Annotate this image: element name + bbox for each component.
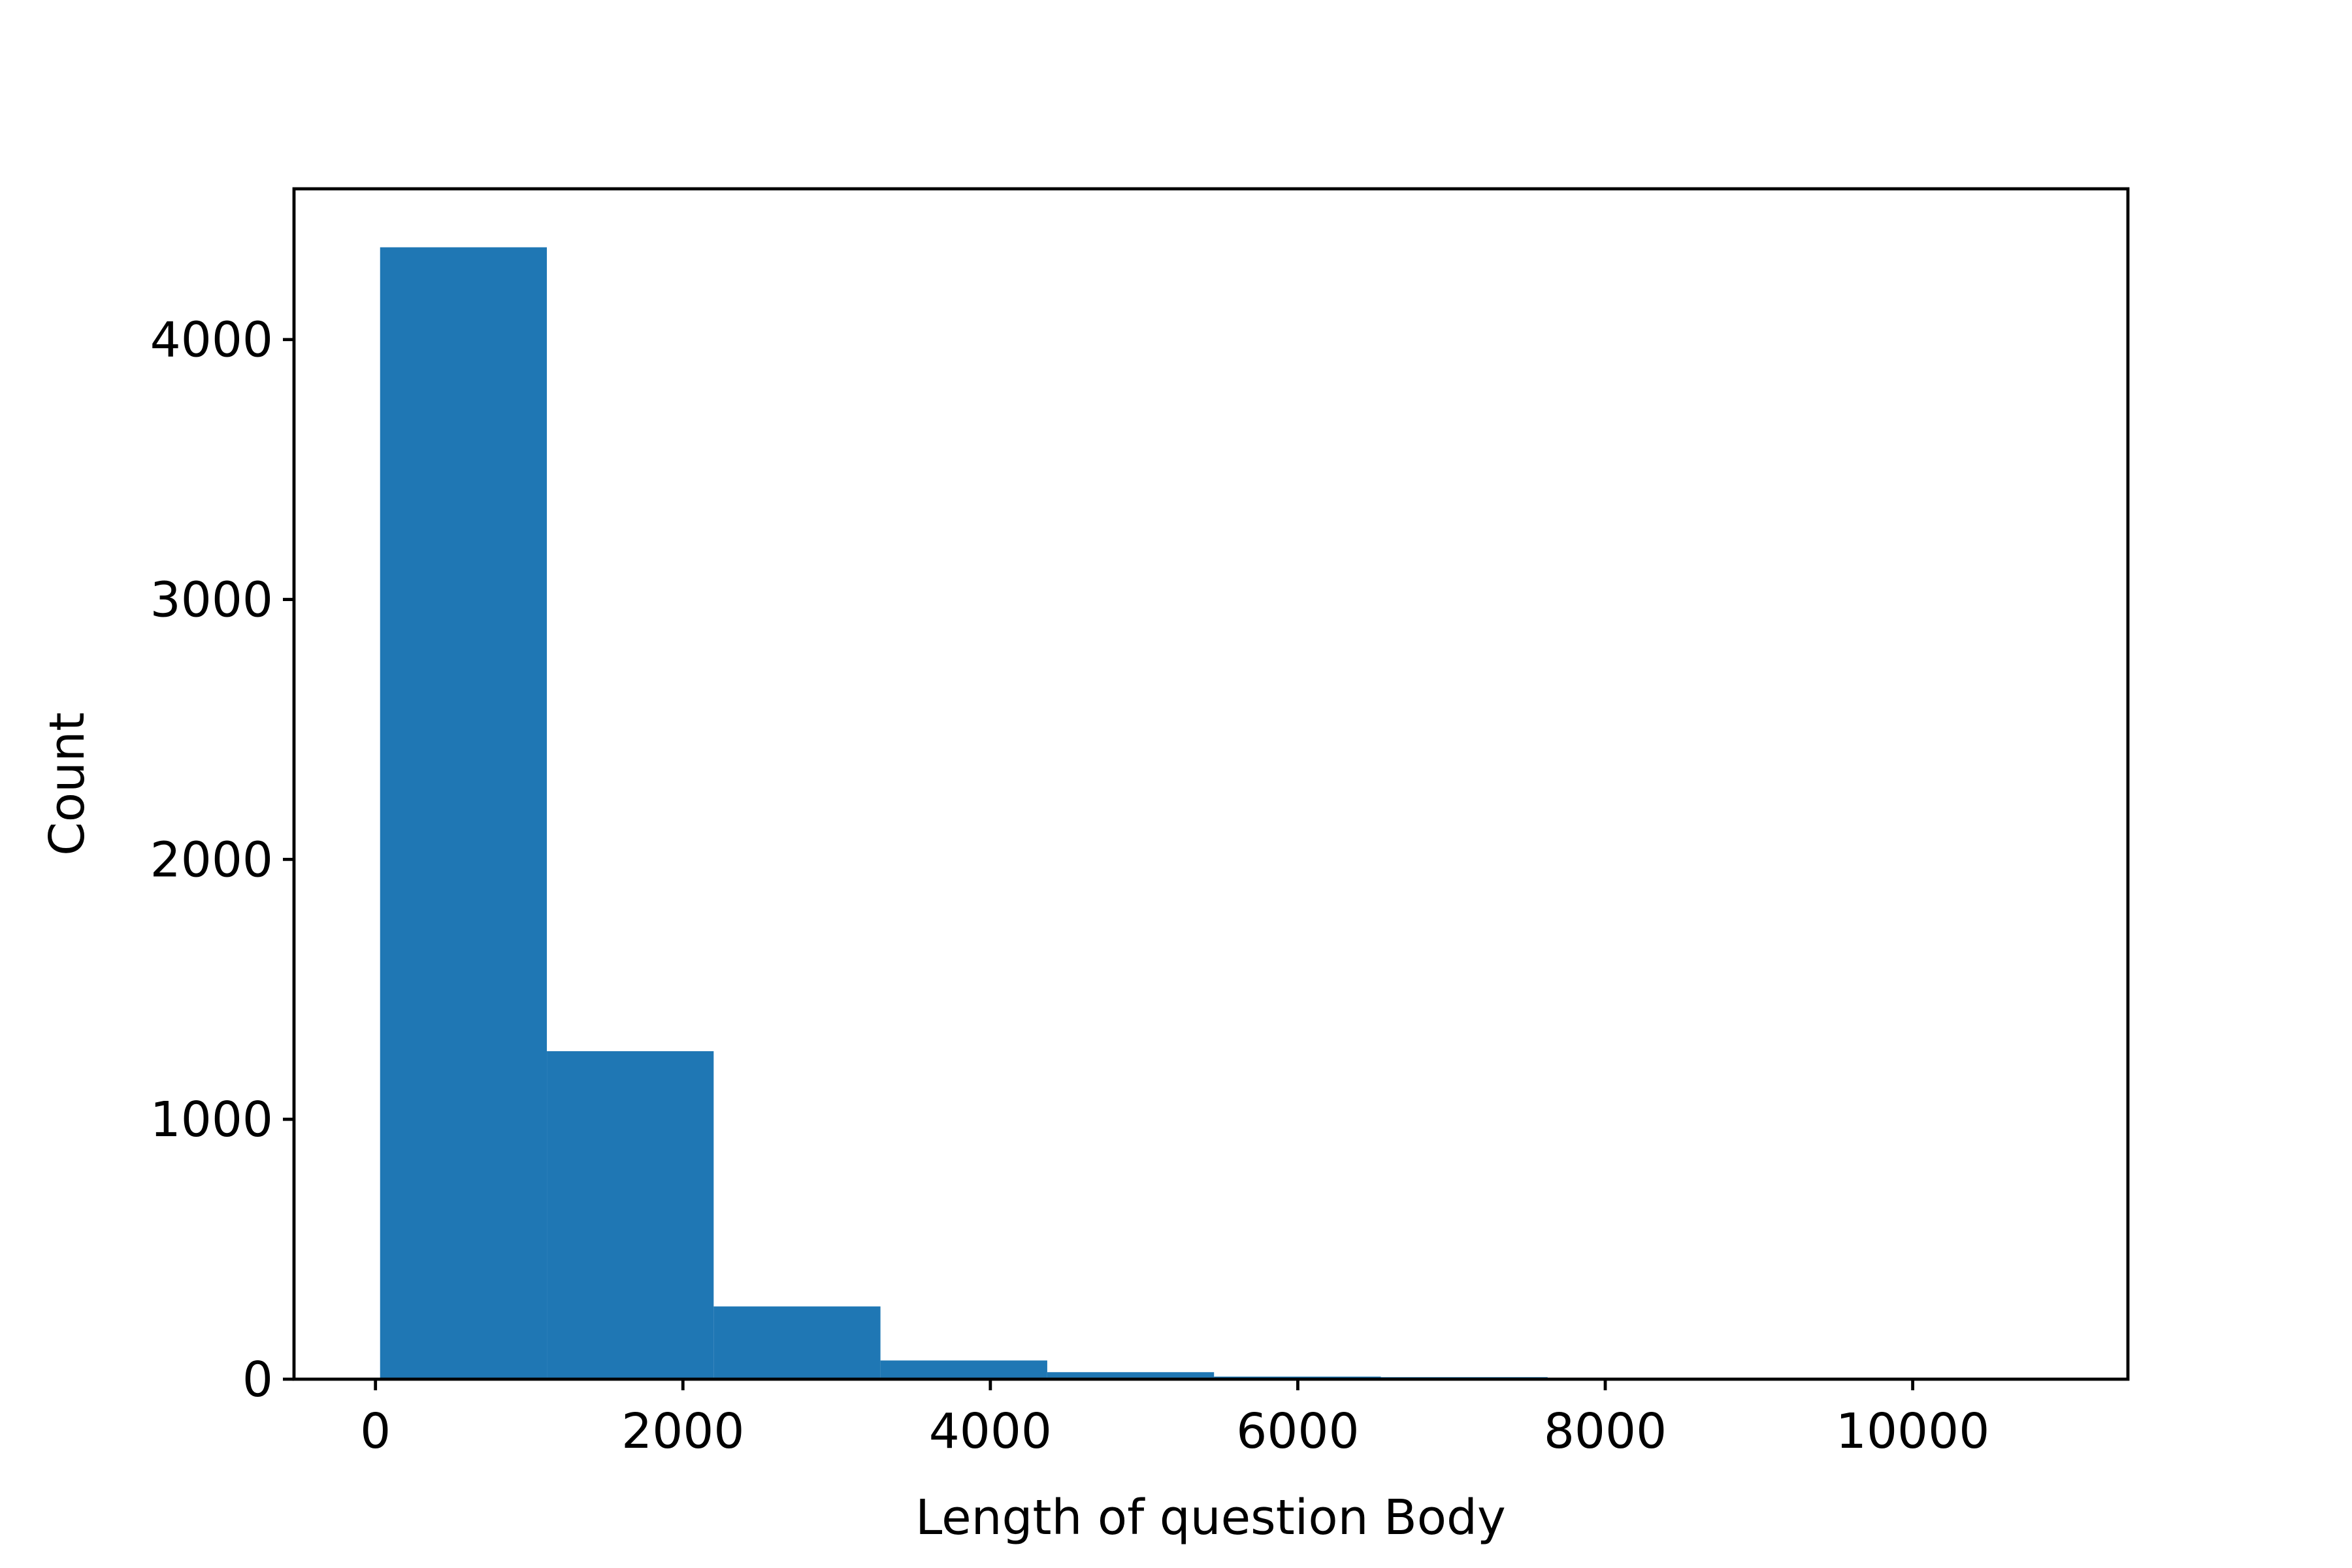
y-tick-label: 1000: [150, 1092, 273, 1148]
x-axis-ticks: 0 2000 4000 6000 8000 10000: [360, 1379, 1989, 1460]
x-tick-label: 10000: [1836, 1403, 1989, 1460]
y-tick-label: 4000: [150, 312, 273, 368]
x-axis-label: Length of question Body: [915, 1490, 1506, 1546]
plot-frame: [292, 187, 2130, 1381]
histogram-bar-0: [380, 247, 547, 1379]
y-axis-ticks: 0 1000 2000 3000 4000: [150, 312, 294, 1408]
y-tick-label: 0: [242, 1352, 273, 1408]
x-tick-label: 6000: [1236, 1403, 1359, 1460]
histogram-bar-3: [880, 1360, 1047, 1379]
y-tick-label: 2000: [150, 832, 273, 888]
y-tick-label: 3000: [150, 572, 273, 629]
y-axis-label: Count: [39, 712, 95, 856]
histogram-bars: [380, 247, 2048, 1379]
histogram-bar-2: [713, 1306, 881, 1379]
histogram-bar-1: [547, 1051, 714, 1379]
x-tick-label: 0: [360, 1403, 391, 1460]
x-tick-label: 2000: [621, 1403, 744, 1460]
histogram-bar-4: [1047, 1372, 1215, 1379]
x-tick-label: 4000: [929, 1403, 1052, 1460]
x-tick-label: 8000: [1544, 1403, 1667, 1460]
